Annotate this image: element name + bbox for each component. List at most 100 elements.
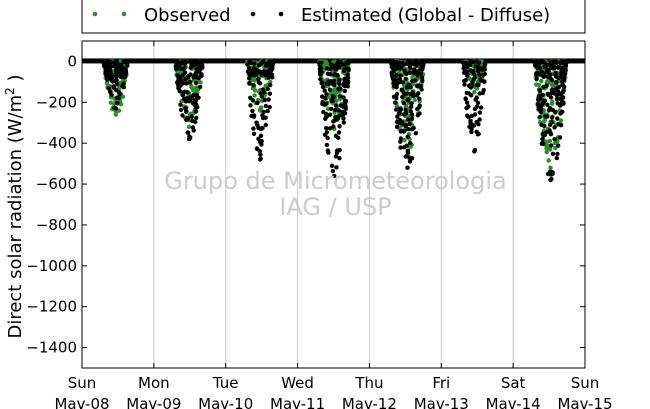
data-point — [121, 81, 126, 86]
data-point — [555, 116, 560, 121]
data-point — [548, 172, 554, 177]
data-point — [536, 97, 541, 102]
x-tick-label-day: Sun — [571, 374, 600, 392]
data-point — [406, 59, 412, 65]
x-tick-label-date: Mav-10 — [198, 395, 253, 409]
data-point — [266, 97, 271, 102]
data-point — [195, 104, 200, 110]
data-point — [184, 109, 189, 115]
data-point — [554, 155, 559, 161]
data-point — [119, 65, 125, 70]
data-point — [331, 78, 337, 83]
data-point — [545, 102, 550, 107]
data-point — [553, 145, 558, 151]
data-point — [329, 98, 334, 104]
data-point — [337, 147, 342, 153]
y-tick-label: −200 — [36, 93, 77, 111]
data-point — [395, 66, 400, 71]
data-point — [537, 88, 542, 93]
data-point — [337, 156, 342, 161]
data-point — [107, 75, 112, 80]
data-point — [327, 87, 333, 93]
data-point — [246, 65, 252, 71]
data-point — [547, 138, 553, 144]
data-point — [337, 124, 342, 129]
data-point — [191, 128, 196, 133]
data-point — [414, 63, 419, 68]
data-point — [556, 65, 561, 70]
data-point — [472, 149, 477, 154]
data-point — [560, 109, 565, 115]
data-point — [556, 89, 561, 94]
data-point — [186, 124, 192, 129]
data-point — [474, 104, 480, 109]
data-point — [113, 112, 119, 117]
data-point — [336, 108, 341, 113]
data-point — [562, 65, 567, 71]
data-point — [402, 68, 407, 73]
data-point — [318, 76, 323, 82]
axis-ticks: Sun Mav-08 Mon Mav-09 Tue Mav-10 Wed Mav-11 Thu M… — [26, 41, 613, 409]
data-point — [420, 78, 425, 83]
legend: Observed Estimated (Global - Diffuse) — [81, 0, 586, 34]
data-point — [111, 84, 116, 89]
data-point — [324, 142, 330, 148]
data-point — [533, 59, 539, 65]
data-point — [561, 88, 566, 94]
data-point — [261, 69, 267, 74]
data-point — [327, 81, 332, 86]
data-point — [395, 114, 400, 119]
data-point — [106, 86, 112, 91]
data-point — [407, 63, 413, 68]
data-point — [409, 116, 415, 122]
data-point — [334, 165, 339, 170]
data-point — [108, 100, 114, 105]
data-point — [187, 80, 193, 85]
data-point — [461, 78, 467, 84]
data-point — [553, 72, 558, 78]
data-point — [542, 71, 547, 76]
data-point — [199, 62, 204, 68]
data-point — [553, 109, 558, 115]
data-point — [560, 83, 566, 88]
data-point — [115, 81, 120, 87]
data-point — [251, 126, 256, 131]
data-point — [323, 101, 329, 106]
data-point — [408, 140, 413, 146]
data-point — [187, 97, 192, 102]
x-tick-label-date: Mav-11 — [270, 395, 325, 409]
data-point — [561, 101, 566, 106]
data-point — [466, 62, 471, 67]
data-point — [404, 71, 409, 77]
data-point — [180, 113, 185, 118]
data-point — [406, 97, 411, 102]
data-point — [345, 75, 351, 80]
data-point — [185, 116, 190, 121]
data-point — [175, 59, 180, 64]
data-point — [270, 64, 275, 70]
data-point — [540, 100, 546, 106]
data-point — [478, 66, 483, 71]
data-point — [200, 59, 205, 64]
data-point — [331, 124, 336, 129]
data-point — [558, 118, 564, 123]
data-point — [411, 93, 416, 99]
x-tick-label-day: Fri — [432, 374, 450, 392]
data-point — [114, 63, 119, 68]
data-point — [252, 61, 257, 66]
data-point — [473, 97, 478, 102]
data-point — [183, 76, 188, 82]
data-point — [109, 92, 114, 98]
data-point — [481, 87, 486, 93]
data-point — [462, 69, 467, 75]
data-point — [475, 132, 481, 137]
data-point — [251, 82, 256, 88]
data-point — [347, 59, 352, 64]
data-point — [409, 112, 415, 117]
data-point — [558, 60, 563, 65]
data-point — [466, 104, 471, 109]
y-tick-label: −400 — [36, 134, 77, 152]
watermark-line-1: Grupo de Micrometeorologia — [164, 167, 506, 195]
data-point — [403, 154, 408, 159]
data-point — [391, 94, 397, 100]
